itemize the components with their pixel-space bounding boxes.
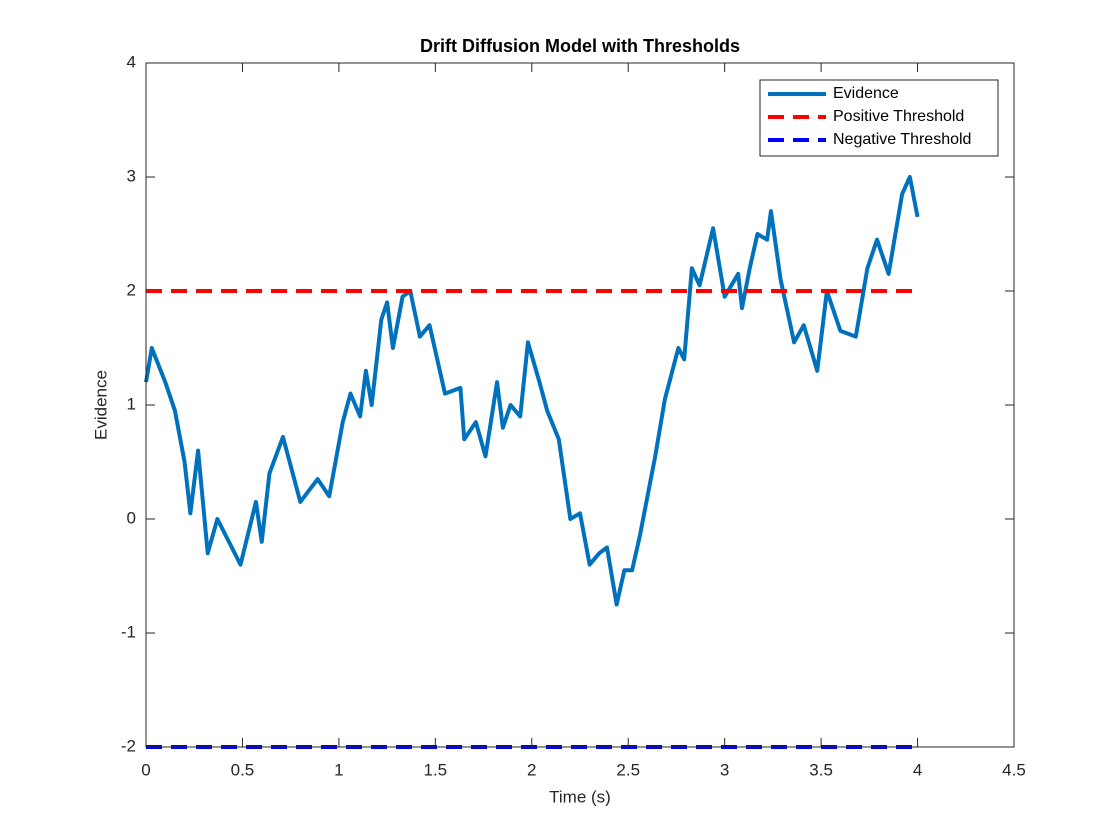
chart-title: Drift Diffusion Model with Thresholds <box>420 36 740 56</box>
y-tick-label: 3 <box>127 166 136 185</box>
x-tick-label: 0 <box>141 760 150 779</box>
legend: Evidence Positive Threshold Negative Thres… <box>759 79 999 157</box>
y-tick-label: 0 <box>127 508 136 527</box>
legend-label: Evidence <box>833 85 899 102</box>
x-tick-label: 1.5 <box>424 760 448 779</box>
plot-area: 0 0.5 1 1.5 2 2.5 3 3.5 4 4.5 -2 -1 0 1 2 3 4 Evidence Pos… <box>121 52 1026 779</box>
legend-label: Positive Threshold <box>833 108 964 125</box>
x-tick-label: 2.5 <box>616 760 640 779</box>
x-tick-label: 4.5 <box>1002 760 1026 779</box>
series-line <box>144 175 920 607</box>
legend-label: Negative Threshold <box>833 131 971 148</box>
y-tick-label: 2 <box>127 280 136 299</box>
y-tick-label: -2 <box>121 736 136 755</box>
y-tick-label: -1 <box>121 622 136 641</box>
y-tick-label: 1 <box>127 394 136 413</box>
x-tick-label: 1 <box>334 760 343 779</box>
y-tick-label: 4 <box>127 52 136 71</box>
axes-box <box>145 62 1015 748</box>
x-tick-label: 0.5 <box>231 760 255 779</box>
x-tick-label: 3.5 <box>809 760 833 779</box>
x-tick-label: 4 <box>913 760 922 779</box>
y-axis-label: Evidence <box>91 370 110 440</box>
x-tick-label: 3 <box>720 760 729 779</box>
x-tick-label: 2 <box>527 760 536 779</box>
x-axis-label: Time (s) <box>549 787 611 806</box>
